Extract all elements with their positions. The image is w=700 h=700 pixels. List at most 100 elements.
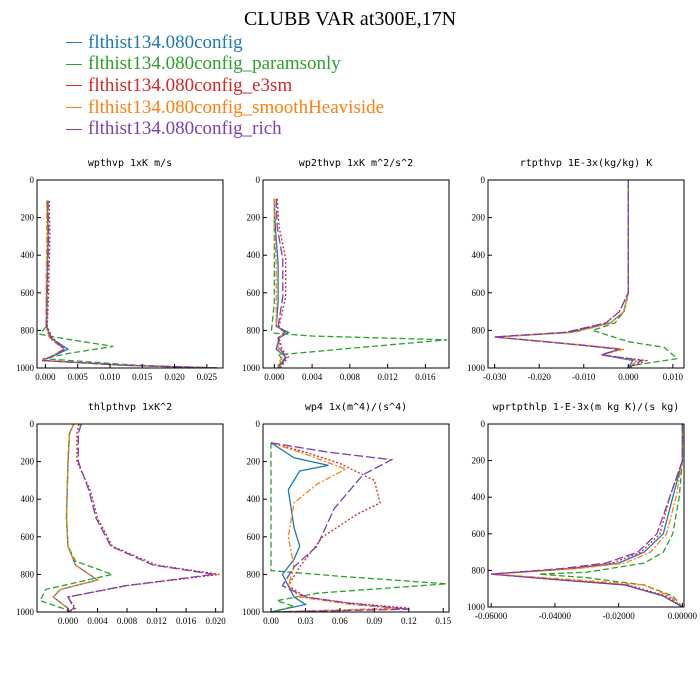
- series-line-5: [494, 180, 644, 368]
- y-tick-label: 1000: [467, 602, 486, 612]
- legend-swatch: [66, 85, 82, 87]
- series-line-5: [67, 424, 215, 612]
- x-tick-label: 0.005: [68, 372, 89, 382]
- panel-title: rtpthvp 1E-3x(kg/kg) K: [520, 158, 652, 169]
- y-tick-label: 200: [21, 213, 35, 223]
- panel-title: wprtpthlp 1-E-3x(m kg K)/(s kg): [493, 402, 680, 413]
- y-tick-label: 400: [472, 250, 486, 260]
- x-tick-label: -0.020: [528, 372, 552, 382]
- series-line-3: [270, 442, 409, 612]
- series-line-5: [270, 442, 409, 612]
- series-line-3: [41, 200, 217, 368]
- series-line-5: [491, 424, 684, 607]
- legend-swatch: [66, 107, 82, 109]
- plot-frame: [262, 179, 450, 369]
- y-tick-label: 1000: [467, 363, 486, 373]
- y-tick-label: 0: [481, 419, 486, 429]
- x-tick-label: 0.020: [164, 372, 185, 382]
- y-tick-label: 400: [21, 250, 35, 260]
- x-tick-label: 0.12: [401, 616, 417, 626]
- x-tick-label: 0.004: [302, 372, 323, 382]
- series-line-4: [52, 424, 100, 612]
- legend-item: flthist134.080config_e3sm: [66, 75, 384, 97]
- legend-label: flthist134.080config: [88, 31, 243, 53]
- y-tick-label: 0: [256, 175, 261, 185]
- x-tick-label: 0.010: [100, 372, 121, 382]
- legend-item: flthist134.080config: [66, 32, 384, 54]
- y-tick-label: 1000: [16, 363, 35, 373]
- x-tick-label: 0.010: [663, 372, 684, 382]
- y-tick-label: 800: [21, 569, 35, 579]
- y-tick-label: 400: [247, 494, 261, 504]
- x-tick-label: 0.000: [618, 372, 639, 382]
- x-tick-label: 0.15: [435, 616, 451, 626]
- y-tick-label: 200: [472, 456, 486, 466]
- x-tick-label: 0.06: [332, 616, 348, 626]
- x-tick-label: 0.008: [117, 616, 138, 626]
- x-tick-label: 0.000: [58, 616, 79, 626]
- x-tick-label: -0.04000: [539, 611, 572, 621]
- y-tick-label: 200: [21, 457, 35, 467]
- plot-frame: [36, 423, 224, 613]
- y-tick-label: 600: [247, 532, 261, 542]
- series-line-3: [491, 424, 684, 607]
- y-tick-label: 600: [247, 288, 261, 298]
- series-line-2: [270, 442, 447, 612]
- y-tick-label: 200: [247, 457, 261, 467]
- panel-title: wp4 1x(m^4)/(s^4): [305, 402, 407, 413]
- x-tick-label: 0.00: [263, 616, 279, 626]
- y-tick-label: 800: [21, 325, 35, 335]
- series-line-2: [590, 180, 679, 368]
- x-tick-label: 0.016: [415, 372, 436, 382]
- legend-swatch: [66, 63, 82, 65]
- panel-title: wpthvp 1xK m/s: [88, 158, 172, 169]
- y-tick-label: 800: [247, 569, 261, 579]
- chart-title: CLUBB VAR at300E,17N: [243, 8, 457, 30]
- y-tick-label: 0: [30, 419, 35, 429]
- series-line-1: [494, 180, 634, 368]
- legend-item: flthist134.080config_smoothHeaviside: [66, 97, 384, 119]
- y-tick-label: 1000: [242, 363, 261, 373]
- series-line-1: [270, 442, 329, 612]
- y-tick-label: 0: [30, 175, 35, 185]
- series-line-4: [491, 424, 684, 607]
- plot-frame: [262, 423, 450, 613]
- panel-title: wp2thvp 1xK m^2/s^2: [299, 158, 413, 169]
- legend-swatch: [66, 128, 82, 130]
- x-tick-label: 0.016: [176, 616, 197, 626]
- y-tick-label: 600: [472, 288, 486, 298]
- x-tick-label: 0.025: [197, 372, 218, 382]
- y-tick-label: 400: [21, 494, 35, 504]
- legend-label: flthist134.080config_rich: [88, 118, 282, 140]
- x-tick-label: 0.03: [298, 616, 314, 626]
- y-tick-label: 600: [21, 288, 35, 298]
- y-tick-label: 800: [472, 565, 486, 575]
- y-tick-label: 1000: [16, 607, 35, 617]
- y-tick-label: 400: [247, 250, 261, 260]
- x-tick-label: 0.000: [264, 372, 285, 382]
- y-tick-label: 200: [472, 213, 486, 223]
- panel-4: thlpthvp 1xK^2 0 200 400 600 800 1000 0.000 0.00…: [16, 402, 226, 626]
- x-tick-label: 0.012: [146, 616, 166, 626]
- series-line-2: [39, 200, 220, 368]
- x-tick-label: 0.020: [205, 616, 226, 626]
- y-tick-label: 400: [472, 492, 486, 502]
- panel-6: wprtpthlp 1-E-3x(m kg K)/(s kg) 0 200 400 60…: [467, 402, 698, 621]
- x-tick-label: 0.008: [340, 372, 361, 382]
- legend-item: flthist134.080config_paramsonly: [66, 53, 384, 76]
- x-tick-label: -0.030: [483, 372, 507, 382]
- legend-label: flthist134.080config_paramsonly: [88, 53, 341, 75]
- x-tick-label: 0.09: [366, 616, 382, 626]
- legend-label: flthist134.080config_smoothHeaviside: [88, 96, 385, 118]
- legend-swatch: [66, 42, 82, 44]
- x-tick-label: -0.02000: [603, 611, 636, 621]
- series-line-1: [491, 424, 684, 607]
- legend: flthist134.080config flthist134.080config…: [66, 32, 384, 140]
- x-tick-label: 0.000: [35, 372, 56, 382]
- series-line-4: [494, 180, 639, 368]
- plot-frame: [487, 179, 685, 369]
- series-line-1: [41, 200, 217, 368]
- series-line-1: [52, 424, 100, 612]
